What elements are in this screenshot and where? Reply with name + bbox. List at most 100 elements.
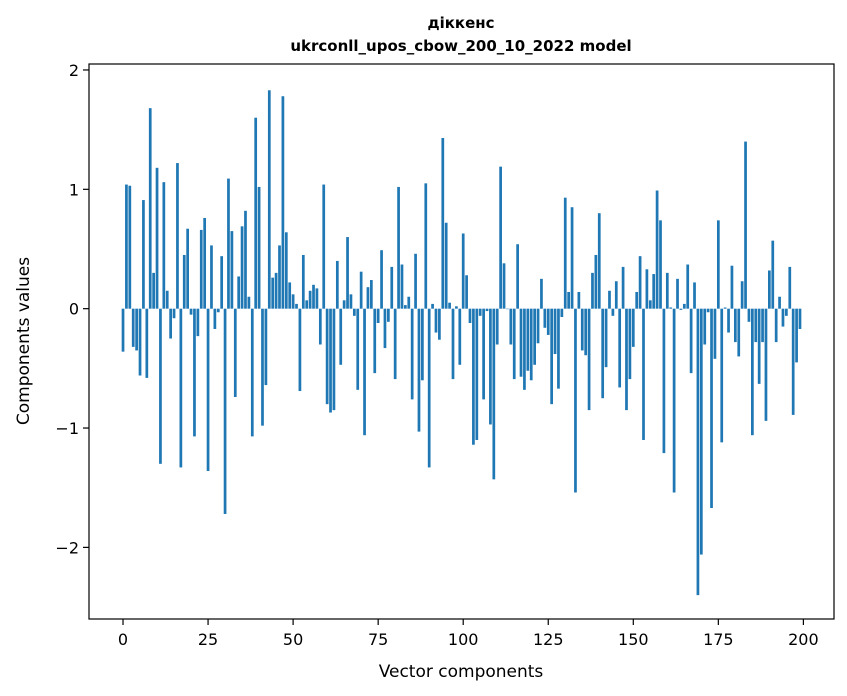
bar xyxy=(791,308,795,415)
x-tick-label: 0 xyxy=(118,630,128,649)
bar xyxy=(387,308,390,322)
bar xyxy=(516,244,519,309)
bar xyxy=(788,266,792,309)
bar xyxy=(393,308,397,380)
bar xyxy=(148,108,152,309)
bar xyxy=(247,296,251,309)
bar xyxy=(723,307,727,309)
bar xyxy=(128,185,132,309)
bar xyxy=(526,308,530,371)
bar xyxy=(733,308,737,343)
bar xyxy=(295,303,298,309)
bar xyxy=(363,308,366,436)
bar xyxy=(693,282,696,309)
bar xyxy=(288,282,292,309)
bar xyxy=(665,272,669,309)
bar xyxy=(686,264,690,309)
y-tick-label: 2 xyxy=(69,61,79,80)
bar xyxy=(322,184,326,309)
bar xyxy=(774,308,778,343)
bar xyxy=(662,308,666,454)
bar xyxy=(267,90,271,309)
bar xyxy=(523,308,526,390)
bar xyxy=(757,308,761,384)
bar xyxy=(546,308,550,335)
bar xyxy=(550,308,554,405)
bar xyxy=(529,308,533,381)
y-tick-label: −2 xyxy=(55,538,79,557)
bar xyxy=(346,237,349,309)
bar xyxy=(369,280,373,309)
bar xyxy=(301,254,305,309)
bar xyxy=(458,308,462,365)
bar xyxy=(155,167,159,309)
y-axis-label: Components values xyxy=(14,257,34,425)
bar xyxy=(444,222,448,309)
bar xyxy=(329,308,332,413)
bar xyxy=(213,308,217,329)
y-tick-label: 1 xyxy=(69,180,79,199)
bar xyxy=(264,308,268,386)
bar xyxy=(570,207,574,309)
bar xyxy=(587,308,591,411)
bar xyxy=(356,308,360,390)
y-axis-ticks: −2 −1 0 1 2 xyxy=(55,61,89,557)
bar xyxy=(614,281,618,309)
bar xyxy=(502,263,506,309)
bar xyxy=(495,308,499,345)
bar xyxy=(206,308,210,471)
bar xyxy=(359,271,363,309)
bar xyxy=(642,308,645,440)
bar xyxy=(427,308,431,468)
bar xyxy=(597,213,601,309)
bar xyxy=(798,308,802,329)
bar xyxy=(451,308,455,380)
bar xyxy=(679,308,683,310)
bar xyxy=(628,308,632,380)
bar xyxy=(281,96,285,309)
bar xyxy=(271,277,275,309)
bar xyxy=(567,291,571,309)
bar xyxy=(404,305,407,309)
bar xyxy=(699,308,703,555)
bar xyxy=(536,308,540,344)
bar xyxy=(165,290,169,309)
bar xyxy=(325,308,329,405)
bar xyxy=(611,308,615,316)
bar xyxy=(492,308,496,480)
bar xyxy=(696,308,700,596)
bar xyxy=(431,303,434,309)
bar xyxy=(169,308,172,339)
bar xyxy=(638,256,642,309)
bar xyxy=(601,308,605,399)
bar xyxy=(380,250,383,309)
bar xyxy=(193,308,196,437)
bar xyxy=(125,184,128,309)
bar xyxy=(254,117,258,309)
bar xyxy=(751,308,754,436)
bar xyxy=(652,274,656,309)
bar xyxy=(414,253,417,309)
bar xyxy=(509,308,513,345)
bar xyxy=(417,308,421,432)
bar xyxy=(397,186,400,309)
bar xyxy=(135,308,138,351)
bar xyxy=(152,272,155,309)
bar xyxy=(335,260,339,309)
bar xyxy=(390,266,394,309)
bar xyxy=(781,308,785,327)
bar xyxy=(448,302,451,309)
bar xyxy=(339,308,343,365)
bar xyxy=(216,308,220,313)
bar xyxy=(145,308,149,378)
bar xyxy=(237,276,241,309)
bar xyxy=(591,272,594,309)
bar xyxy=(543,308,547,328)
bar xyxy=(332,308,336,411)
bar xyxy=(655,190,659,309)
bar xyxy=(441,138,445,309)
chart-title-line1: діккенс xyxy=(427,14,494,32)
x-tick-label: 25 xyxy=(198,630,218,649)
bar xyxy=(557,308,560,389)
bar xyxy=(274,272,278,309)
